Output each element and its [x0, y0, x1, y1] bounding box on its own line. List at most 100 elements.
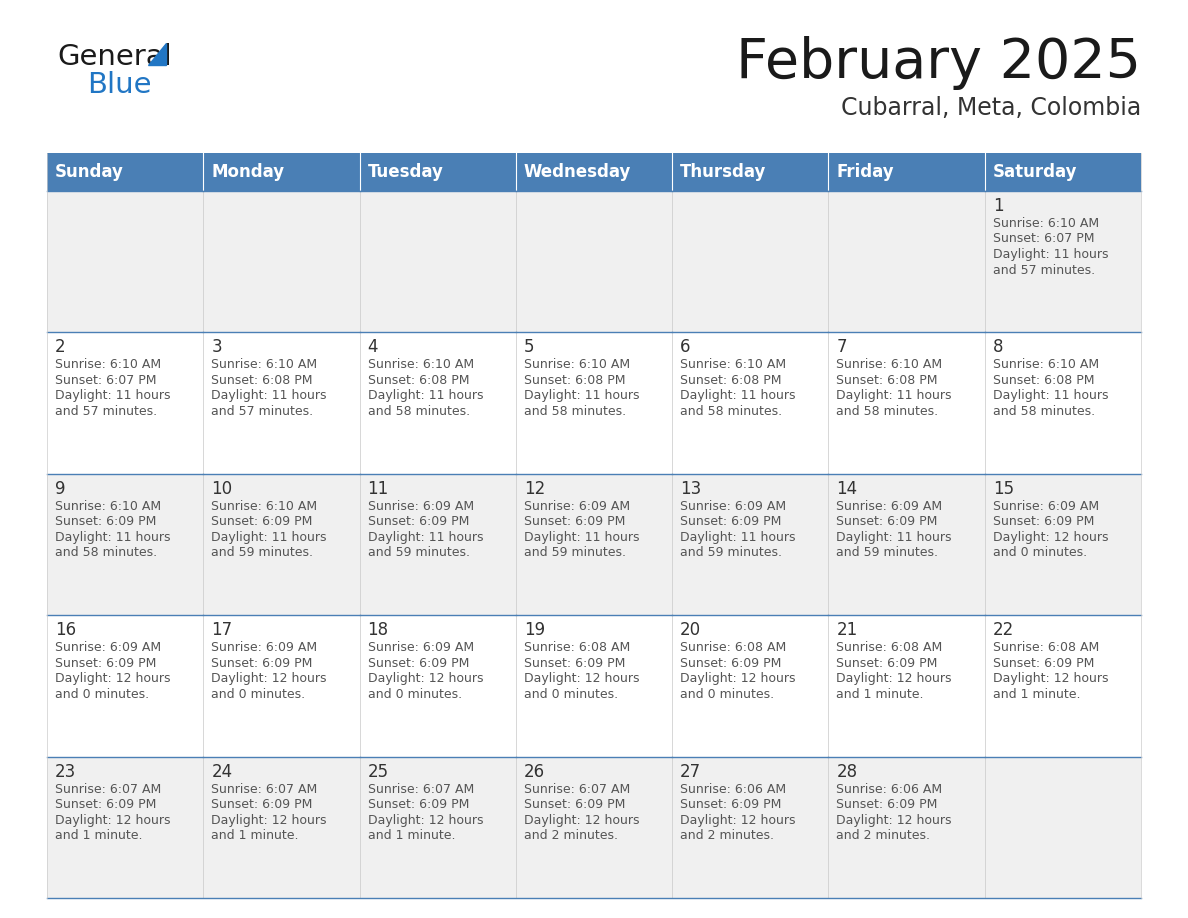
Text: Wednesday: Wednesday — [524, 163, 631, 181]
Bar — [516, 615, 672, 756]
Text: Sunset: 6:09 PM: Sunset: 6:09 PM — [524, 515, 625, 528]
Text: Sunset: 6:09 PM: Sunset: 6:09 PM — [55, 515, 157, 528]
Text: Sunrise: 6:09 AM: Sunrise: 6:09 AM — [836, 499, 942, 513]
Bar — [360, 756, 516, 898]
Bar — [828, 756, 985, 898]
Text: 2: 2 — [55, 339, 65, 356]
Text: Sunset: 6:09 PM: Sunset: 6:09 PM — [55, 798, 157, 812]
Text: and 2 minutes.: and 2 minutes. — [681, 829, 775, 842]
Text: Sunrise: 6:07 AM: Sunrise: 6:07 AM — [55, 783, 162, 796]
Text: Sunset: 6:08 PM: Sunset: 6:08 PM — [681, 374, 782, 386]
Text: Daylight: 12 hours: Daylight: 12 hours — [55, 813, 171, 826]
Text: Cubarral, Meta, Colombia: Cubarral, Meta, Colombia — [841, 96, 1140, 120]
Text: and 0 minutes.: and 0 minutes. — [993, 546, 1087, 559]
Bar — [48, 615, 203, 756]
Bar — [48, 153, 203, 191]
Text: Tuesday: Tuesday — [367, 163, 443, 181]
Text: 21: 21 — [836, 621, 858, 639]
Text: Sunset: 6:09 PM: Sunset: 6:09 PM — [836, 515, 937, 528]
Text: Daylight: 11 hours: Daylight: 11 hours — [681, 531, 796, 543]
Text: Sunrise: 6:10 AM: Sunrise: 6:10 AM — [993, 217, 1099, 230]
Text: Daylight: 11 hours: Daylight: 11 hours — [681, 389, 796, 402]
Text: Daylight: 11 hours: Daylight: 11 hours — [55, 389, 171, 402]
Bar — [203, 153, 360, 191]
Text: Sunrise: 6:09 AM: Sunrise: 6:09 AM — [681, 499, 786, 513]
Bar — [203, 332, 360, 474]
Bar — [360, 153, 516, 191]
Text: Daylight: 12 hours: Daylight: 12 hours — [836, 672, 952, 685]
Bar — [828, 153, 985, 191]
Text: Sunset: 6:08 PM: Sunset: 6:08 PM — [367, 374, 469, 386]
Text: Sunrise: 6:09 AM: Sunrise: 6:09 AM — [211, 641, 317, 655]
Text: Daylight: 12 hours: Daylight: 12 hours — [524, 813, 639, 826]
Text: Sunday: Sunday — [55, 163, 124, 181]
Text: Sunset: 6:09 PM: Sunset: 6:09 PM — [55, 656, 157, 670]
Text: and 57 minutes.: and 57 minutes. — [211, 405, 314, 418]
Text: Sunrise: 6:08 AM: Sunrise: 6:08 AM — [993, 641, 1099, 655]
Text: 25: 25 — [367, 763, 388, 780]
Bar — [985, 332, 1140, 474]
Text: 26: 26 — [524, 763, 545, 780]
Text: 17: 17 — [211, 621, 233, 639]
Text: Saturday: Saturday — [993, 163, 1078, 181]
Bar — [203, 756, 360, 898]
Text: Sunset: 6:07 PM: Sunset: 6:07 PM — [55, 374, 157, 386]
Text: and 1 minute.: and 1 minute. — [55, 829, 143, 842]
Text: 12: 12 — [524, 480, 545, 498]
Text: Friday: Friday — [836, 163, 895, 181]
Text: and 58 minutes.: and 58 minutes. — [836, 405, 939, 418]
Text: and 58 minutes.: and 58 minutes. — [55, 546, 157, 559]
Text: and 2 minutes.: and 2 minutes. — [524, 829, 618, 842]
Text: Sunset: 6:09 PM: Sunset: 6:09 PM — [524, 798, 625, 812]
Text: Sunrise: 6:10 AM: Sunrise: 6:10 AM — [211, 358, 317, 372]
Text: and 1 minute.: and 1 minute. — [211, 829, 299, 842]
Bar — [672, 756, 828, 898]
Text: Sunrise: 6:10 AM: Sunrise: 6:10 AM — [55, 358, 162, 372]
Text: February 2025: February 2025 — [737, 36, 1140, 90]
Text: General: General — [57, 43, 172, 71]
Text: Daylight: 11 hours: Daylight: 11 hours — [367, 531, 484, 543]
Bar — [48, 191, 203, 332]
Bar — [48, 332, 203, 474]
Text: 3: 3 — [211, 339, 222, 356]
Text: Sunset: 6:09 PM: Sunset: 6:09 PM — [993, 656, 1094, 670]
Text: and 0 minutes.: and 0 minutes. — [367, 688, 462, 700]
Text: 20: 20 — [681, 621, 701, 639]
Text: 13: 13 — [681, 480, 701, 498]
Text: 24: 24 — [211, 763, 233, 780]
Text: Blue: Blue — [87, 71, 152, 99]
Text: Daylight: 11 hours: Daylight: 11 hours — [836, 389, 952, 402]
Text: and 1 minute.: and 1 minute. — [993, 688, 1080, 700]
Text: 8: 8 — [993, 339, 1003, 356]
Text: Sunrise: 6:09 AM: Sunrise: 6:09 AM — [367, 499, 474, 513]
Text: Daylight: 12 hours: Daylight: 12 hours — [993, 672, 1108, 685]
Bar — [360, 474, 516, 615]
Bar — [985, 474, 1140, 615]
Bar — [672, 191, 828, 332]
Bar — [828, 615, 985, 756]
Text: Daylight: 11 hours: Daylight: 11 hours — [211, 531, 327, 543]
Text: Sunrise: 6:10 AM: Sunrise: 6:10 AM — [211, 499, 317, 513]
Text: 6: 6 — [681, 339, 690, 356]
Text: Sunrise: 6:07 AM: Sunrise: 6:07 AM — [211, 783, 317, 796]
Text: Sunrise: 6:10 AM: Sunrise: 6:10 AM — [993, 358, 1099, 372]
Bar — [203, 474, 360, 615]
Bar — [516, 191, 672, 332]
Text: Daylight: 11 hours: Daylight: 11 hours — [55, 531, 171, 543]
Text: and 1 minute.: and 1 minute. — [367, 829, 455, 842]
Text: and 0 minutes.: and 0 minutes. — [681, 688, 775, 700]
Text: 16: 16 — [55, 621, 76, 639]
Text: Daylight: 12 hours: Daylight: 12 hours — [993, 531, 1108, 543]
Bar — [985, 153, 1140, 191]
Text: and 59 minutes.: and 59 minutes. — [836, 546, 939, 559]
Text: Sunset: 6:08 PM: Sunset: 6:08 PM — [836, 374, 939, 386]
Text: Sunset: 6:08 PM: Sunset: 6:08 PM — [211, 374, 312, 386]
Text: and 58 minutes.: and 58 minutes. — [524, 405, 626, 418]
Text: Daylight: 11 hours: Daylight: 11 hours — [836, 531, 952, 543]
Text: Sunrise: 6:09 AM: Sunrise: 6:09 AM — [524, 499, 630, 513]
Text: 28: 28 — [836, 763, 858, 780]
Text: Daylight: 11 hours: Daylight: 11 hours — [993, 389, 1108, 402]
Bar — [516, 474, 672, 615]
Text: Sunrise: 6:10 AM: Sunrise: 6:10 AM — [55, 499, 162, 513]
Text: Sunrise: 6:10 AM: Sunrise: 6:10 AM — [367, 358, 474, 372]
